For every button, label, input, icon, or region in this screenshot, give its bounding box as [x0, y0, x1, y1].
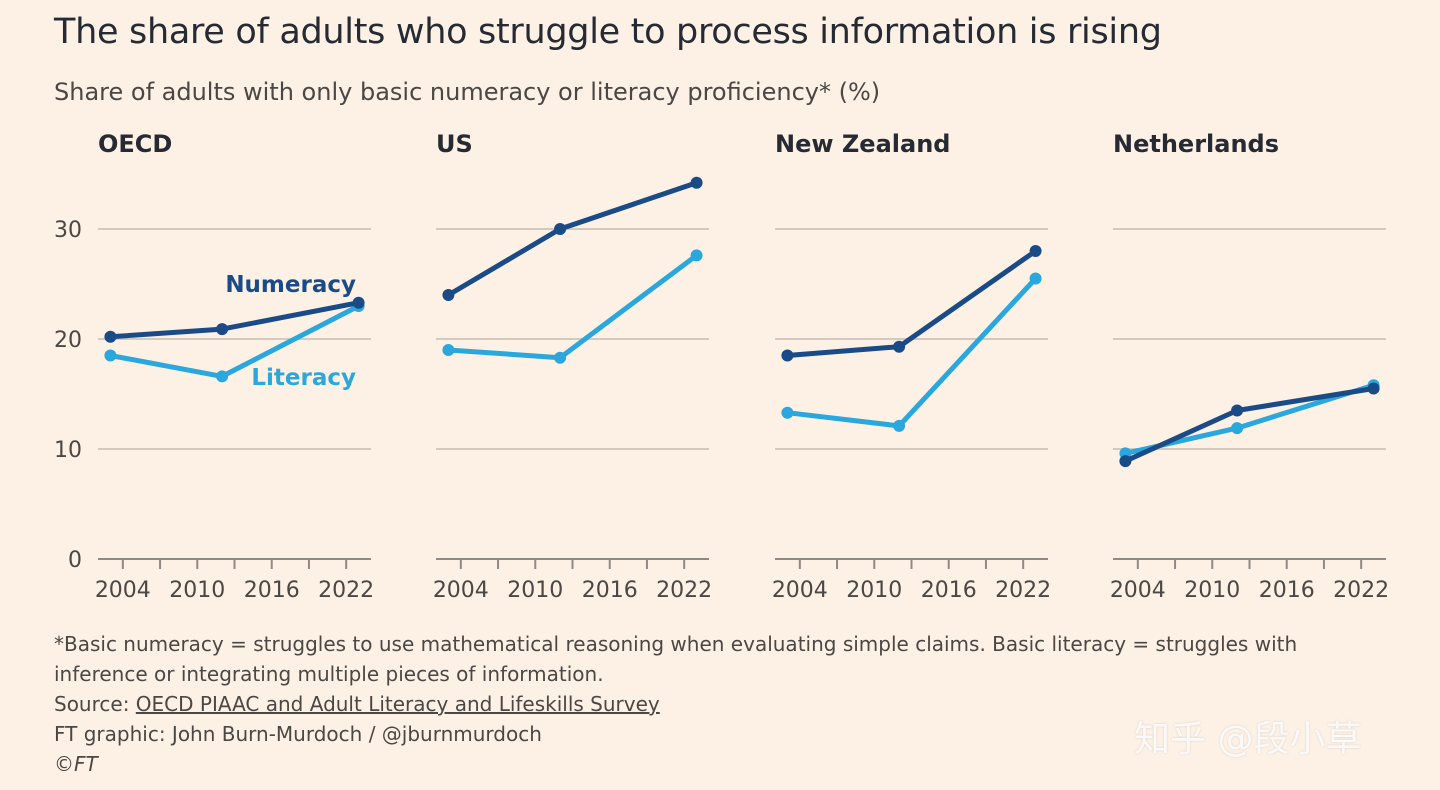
x-tick-label: 2022	[318, 578, 374, 603]
literacy-point-netherlands	[1231, 422, 1244, 435]
panel-title-netherlands: Netherlands	[1113, 130, 1280, 158]
x-tick-label: 2004	[433, 578, 489, 603]
x-tick-label: 2004	[772, 578, 828, 603]
literacy-point-us	[690, 249, 703, 262]
x-tick-label: 2010	[507, 578, 563, 603]
panel-title-new-zealand: New Zealand	[775, 130, 951, 158]
chart-subtitle: Share of adults with only basic numeracy…	[54, 78, 881, 106]
literacy-point-us	[442, 344, 455, 356]
numeracy-point-netherlands	[1367, 382, 1380, 395]
x-tick-label: 2022	[995, 578, 1051, 603]
watermark: 知乎 @段小草	[1134, 719, 1362, 760]
literacy-point-oecd	[216, 370, 229, 383]
x-tick-label: 2016	[582, 578, 638, 603]
numeracy-line-us	[445, 180, 700, 298]
x-tick-label: 2004	[95, 578, 151, 603]
source-link[interactable]: OECD PIAAC and Adult Literacy and Lifesk…	[135, 692, 660, 716]
numeracy-point-netherlands	[1231, 404, 1244, 417]
numeracy-point-oecd	[216, 323, 229, 336]
literacy-point-new-zealand	[781, 406, 794, 419]
numeracy-point-us	[442, 289, 455, 301]
x-tick-label: 2010	[846, 578, 902, 603]
source-line: Source: OECD PIAAC and Adult Literacy an…	[54, 692, 660, 716]
panel-title-us: US	[436, 130, 473, 158]
numeracy-point-oecd	[104, 330, 117, 343]
numeracy-point-us	[554, 223, 567, 235]
x-tick-label: 2010	[169, 578, 225, 603]
chart-title: The share of adults who struggle to proc…	[54, 12, 1162, 52]
y-tick-label: 10	[54, 438, 82, 463]
x-tick-label: 2016	[244, 578, 300, 603]
numeracy-point-netherlands	[1119, 455, 1132, 468]
numeracy-point-oecd	[352, 296, 365, 309]
footnote-line-1: *Basic numeracy = struggles to use mathe…	[54, 632, 1298, 656]
footnote-line-2: inference or integrating multiple pieces…	[54, 662, 604, 686]
small-multiples-chart: 10 20 30 0 2004 2010 2016 2022 Numeracy Literacy 2…	[54, 176, 1389, 603]
series-label-numeracy: Numeracy	[225, 272, 356, 298]
x-tick-label: 2010	[1184, 578, 1240, 603]
numeracy-point-new-zealand	[893, 340, 906, 353]
numeracy-line-oecd	[107, 300, 362, 340]
credit-line: FT graphic: John Burn-Murdoch / @jburnmu…	[54, 722, 542, 746]
numeracy-point-new-zealand	[781, 349, 794, 362]
series-label-literacy: Literacy	[251, 365, 356, 391]
literacy-point-us	[554, 351, 567, 364]
literacy-point-new-zealand	[893, 419, 906, 432]
x-tick-label: 2016	[1259, 578, 1315, 603]
x-tick-label: 2016	[921, 578, 977, 603]
panel-title-oecd: OECD	[98, 130, 173, 158]
x-tick-label: 2004	[1110, 578, 1166, 603]
source-prefix: Source:	[54, 692, 136, 716]
x-tick-label: 2022	[1333, 578, 1389, 603]
x-tick-label: 2022	[656, 578, 712, 603]
y-tick-label: 30	[54, 218, 82, 243]
literacy-point-oecd	[104, 349, 117, 362]
numeracy-point-new-zealand	[1029, 245, 1042, 257]
literacy-point-new-zealand	[1029, 272, 1042, 285]
numeracy-point-us	[690, 176, 703, 189]
copyright: ©FT	[54, 752, 98, 776]
y-tick-label: 20	[54, 328, 82, 353]
y-tick-label: 0	[68, 548, 82, 573]
